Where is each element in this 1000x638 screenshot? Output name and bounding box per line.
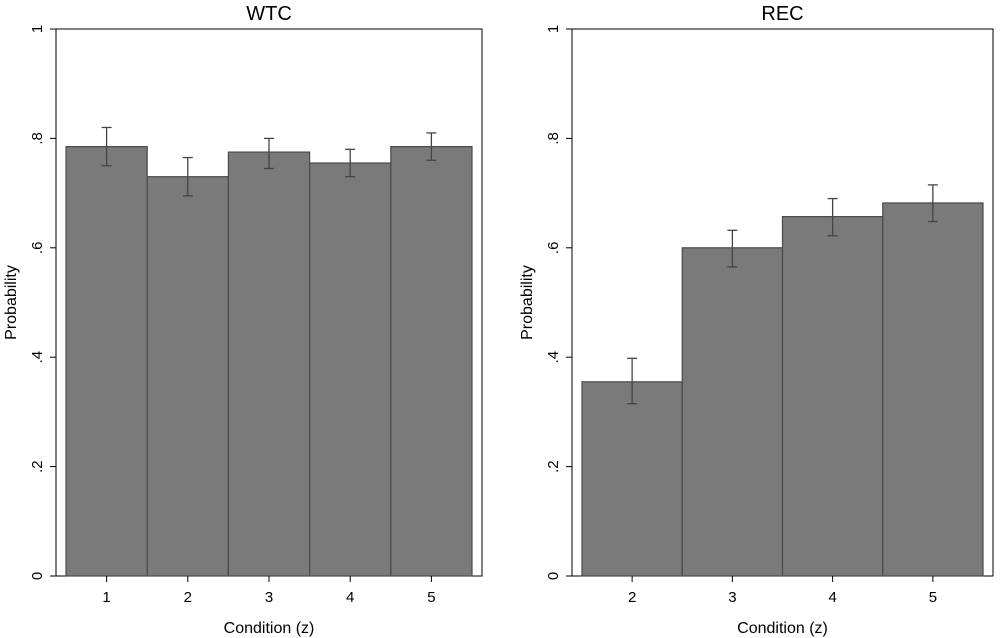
y-tick-label: .2 xyxy=(545,460,562,473)
y-tick-label: .6 xyxy=(545,242,562,255)
x-tick-label: 4 xyxy=(828,589,836,606)
bar-1 xyxy=(65,146,148,577)
y-tick-label: 0 xyxy=(545,572,562,580)
chart-title: WTC xyxy=(246,3,292,25)
y-axis-label: Probability xyxy=(519,265,536,340)
bar-3 xyxy=(681,247,784,577)
x-axis-label: Condition (z) xyxy=(224,620,315,637)
x-tick-label: 3 xyxy=(728,589,736,606)
y-axis-label: Probability xyxy=(3,265,20,340)
chart-title: REC xyxy=(761,3,803,25)
x-tick-label: 5 xyxy=(929,589,937,606)
x-tick-label: 4 xyxy=(346,589,354,606)
y-tick-label: .2 xyxy=(29,460,46,473)
x-tick-label: 3 xyxy=(265,589,273,606)
x-axis-label: Condition (z) xyxy=(737,620,828,637)
y-tick-label: .6 xyxy=(29,242,46,255)
x-tick-label: 2 xyxy=(184,589,192,606)
y-tick-label: .8 xyxy=(545,132,562,145)
bar-5 xyxy=(882,202,984,577)
chart-panel-wtc: WTC 0 .2 .4 .6 .8 1 Probability 1 2 3 4 5 Condition (… xyxy=(3,3,483,637)
y-tick-label: 1 xyxy=(29,25,46,33)
x-tick-label: 1 xyxy=(102,589,110,606)
y-tick-label: .4 xyxy=(545,351,562,364)
y-tick-label: .4 xyxy=(29,351,46,364)
chart-panel-rec: REC 0 .2 .4 .6 .8 1 Probability 2 3 4 5 Condition (z… xyxy=(519,3,994,637)
x-tick-label: 5 xyxy=(427,589,435,606)
bar-3 xyxy=(227,151,311,577)
y-tick-label: 0 xyxy=(29,572,46,580)
bar-2 xyxy=(581,381,683,577)
bar-4 xyxy=(781,216,884,577)
bar-2 xyxy=(146,176,229,577)
bar-4 xyxy=(309,162,392,577)
bar-5 xyxy=(390,146,473,577)
x-tick-label: 2 xyxy=(628,589,636,606)
y-tick-label: .8 xyxy=(29,132,46,145)
y-tick-label: 1 xyxy=(545,25,562,33)
